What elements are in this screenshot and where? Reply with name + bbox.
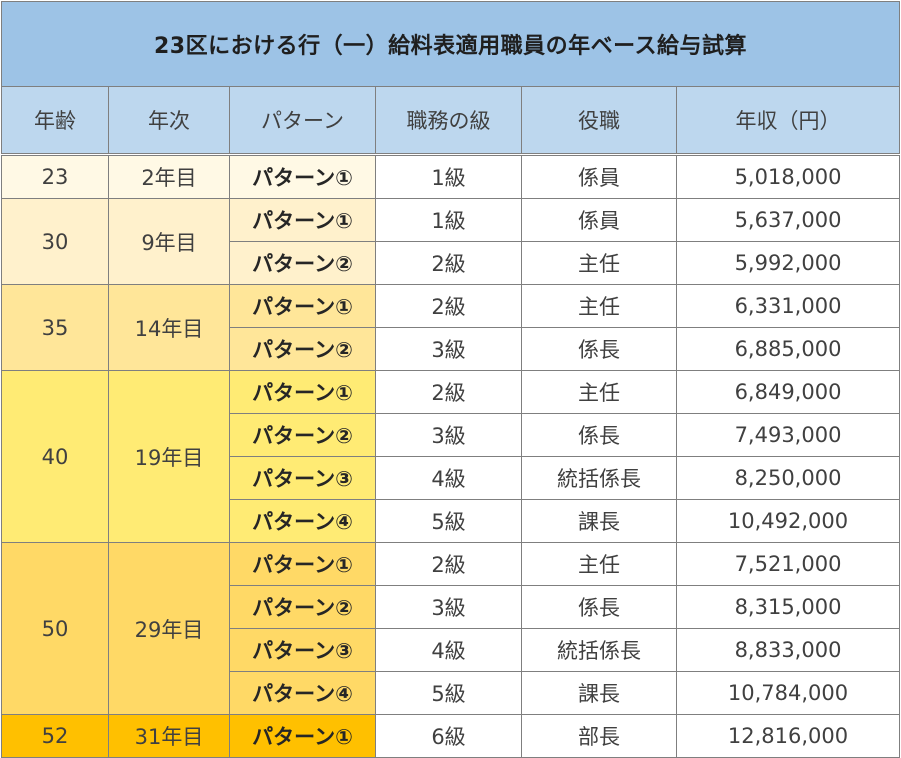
pattern-cell: パターン② xyxy=(229,241,376,285)
table-row: パターン④ 5級 課長 10,784,000 xyxy=(2,671,901,715)
grade-cell: 6級 xyxy=(375,714,522,758)
income-cell: 5,992,000 xyxy=(675,241,901,285)
position-cell: 課長 xyxy=(521,671,677,715)
pattern-cell: パターン① xyxy=(229,154,376,199)
age-cell: 52 xyxy=(1,714,109,758)
grade-cell: 2級 xyxy=(375,284,522,328)
table-row: パターン② 3級 係長 8,315,000 xyxy=(2,585,901,629)
income-cell: 8,833,000 xyxy=(675,628,901,672)
income-cell: 7,521,000 xyxy=(675,542,901,586)
table-row: 52 31年目 パターン① 6級 部長 12,816,000 xyxy=(1,714,901,758)
grade-cell: 3級 xyxy=(375,413,522,457)
grade-cell: 5級 xyxy=(375,499,522,543)
income-cell: 5,018,000 xyxy=(675,154,901,199)
income-cell: 5,637,000 xyxy=(675,198,901,242)
position-cell: 主任 xyxy=(521,542,677,586)
position-cell: 係員 xyxy=(521,154,677,199)
grade-cell: 3級 xyxy=(375,585,522,629)
income-cell: 7,493,000 xyxy=(675,413,901,457)
grade-cell: 3級 xyxy=(375,327,522,371)
pattern-cell: パターン④ xyxy=(229,671,376,715)
table-row: パターン④ 5級 課長 10,492,000 xyxy=(2,499,901,543)
table-row: パターン② 2級 主任 5,992,000 xyxy=(2,241,901,285)
pattern-cell: パターン③ xyxy=(229,628,376,672)
header-age: 年齢 xyxy=(1,86,109,156)
position-cell: 主任 xyxy=(521,370,677,414)
pattern-cell: パターン① xyxy=(229,542,376,586)
header-pattern: パターン xyxy=(229,86,376,156)
year-cell: 19年目 xyxy=(108,370,230,543)
pattern-cell: パターン② xyxy=(229,327,376,371)
pattern-cell: パターン① xyxy=(229,198,376,242)
income-cell: 6,885,000 xyxy=(675,327,901,371)
grade-cell: 2級 xyxy=(375,370,522,414)
income-cell: 6,849,000 xyxy=(675,370,901,414)
pattern-cell: パターン① xyxy=(229,370,376,414)
table-row: 23 2年目 パターン① 1級 係員 5,018,000 xyxy=(1,154,901,199)
position-cell: 係員 xyxy=(521,198,677,242)
pattern-cell: パターン④ xyxy=(229,499,376,543)
year-cell: 29年目 xyxy=(108,542,230,715)
income-cell: 6,331,000 xyxy=(675,284,901,328)
position-cell: 係長 xyxy=(521,327,677,371)
income-cell: 10,492,000 xyxy=(675,499,901,543)
pattern-cell: パターン① xyxy=(229,714,376,758)
grade-cell: 2級 xyxy=(375,542,522,586)
age-cell: 50 xyxy=(1,542,109,715)
year-cell: 31年目 xyxy=(108,714,230,758)
income-cell: 8,315,000 xyxy=(675,585,901,629)
year-cell: 14年目 xyxy=(108,284,230,371)
position-cell: 部長 xyxy=(521,714,677,758)
age-cell: 35 xyxy=(1,284,109,371)
grade-cell: 5級 xyxy=(375,671,522,715)
table-title: 23区における行（一）給料表適用職員の年ベース給与試算 xyxy=(0,1,901,87)
header-year: 年次 xyxy=(108,86,230,156)
table-body: 23 2年目 パターン① 1級 係員 5,018,000 30 9年目 パターン① 1級 係員 5,6… xyxy=(1,154,901,758)
position-cell: 課長 xyxy=(521,499,677,543)
position-cell: 統括係長 xyxy=(521,456,677,500)
position-cell: 係長 xyxy=(521,585,677,629)
income-cell: 8,250,000 xyxy=(675,456,901,500)
pattern-cell: パターン③ xyxy=(229,456,376,500)
year-cell: 2年目 xyxy=(108,154,230,199)
position-cell: 統括係長 xyxy=(521,628,677,672)
grade-cell: 1級 xyxy=(375,198,522,242)
age-cell: 30 xyxy=(1,198,109,285)
header-income: 年収（円） xyxy=(675,86,901,156)
header-position: 役職 xyxy=(521,86,677,156)
grade-cell: 1級 xyxy=(375,154,522,199)
table-row: パターン② 3級 係長 6,885,000 xyxy=(2,327,901,371)
pattern-cell: パターン① xyxy=(229,284,376,328)
table-row: パターン③ 4級 統括係長 8,833,000 xyxy=(2,628,901,672)
grade-cell: 4級 xyxy=(375,456,522,500)
year-cell: 9年目 xyxy=(108,198,230,285)
header-row: 年齢 年次 パターン 職務の級 役職 年収（円） xyxy=(1,86,901,156)
grade-cell: 2級 xyxy=(375,241,522,285)
table-row: 35 14年目 パターン① 2級 主任 6,331,000 xyxy=(1,284,901,371)
position-cell: 係長 xyxy=(521,413,677,457)
grade-cell: 4級 xyxy=(375,628,522,672)
position-cell: 主任 xyxy=(521,284,677,328)
table-row: 30 9年目 パターン① 1級 係員 5,637,000 xyxy=(1,198,901,285)
pattern-cell: パターン② xyxy=(229,585,376,629)
header-grade: 職務の級 xyxy=(375,86,522,156)
position-cell: 主任 xyxy=(521,241,677,285)
table-row: パターン② 3級 係長 7,493,000 xyxy=(2,413,901,457)
age-cell: 40 xyxy=(1,370,109,543)
table-row: 40 19年目 パターン① 2級 主任 6,849,000 xyxy=(1,370,901,543)
income-cell: 10,784,000 xyxy=(675,671,901,715)
income-cell: 12,816,000 xyxy=(675,714,901,758)
table-row: 50 29年目 パターン① 2級 主任 7,521,000 xyxy=(1,542,901,715)
pattern-cell: パターン② xyxy=(229,413,376,457)
age-cell: 23 xyxy=(1,154,109,199)
